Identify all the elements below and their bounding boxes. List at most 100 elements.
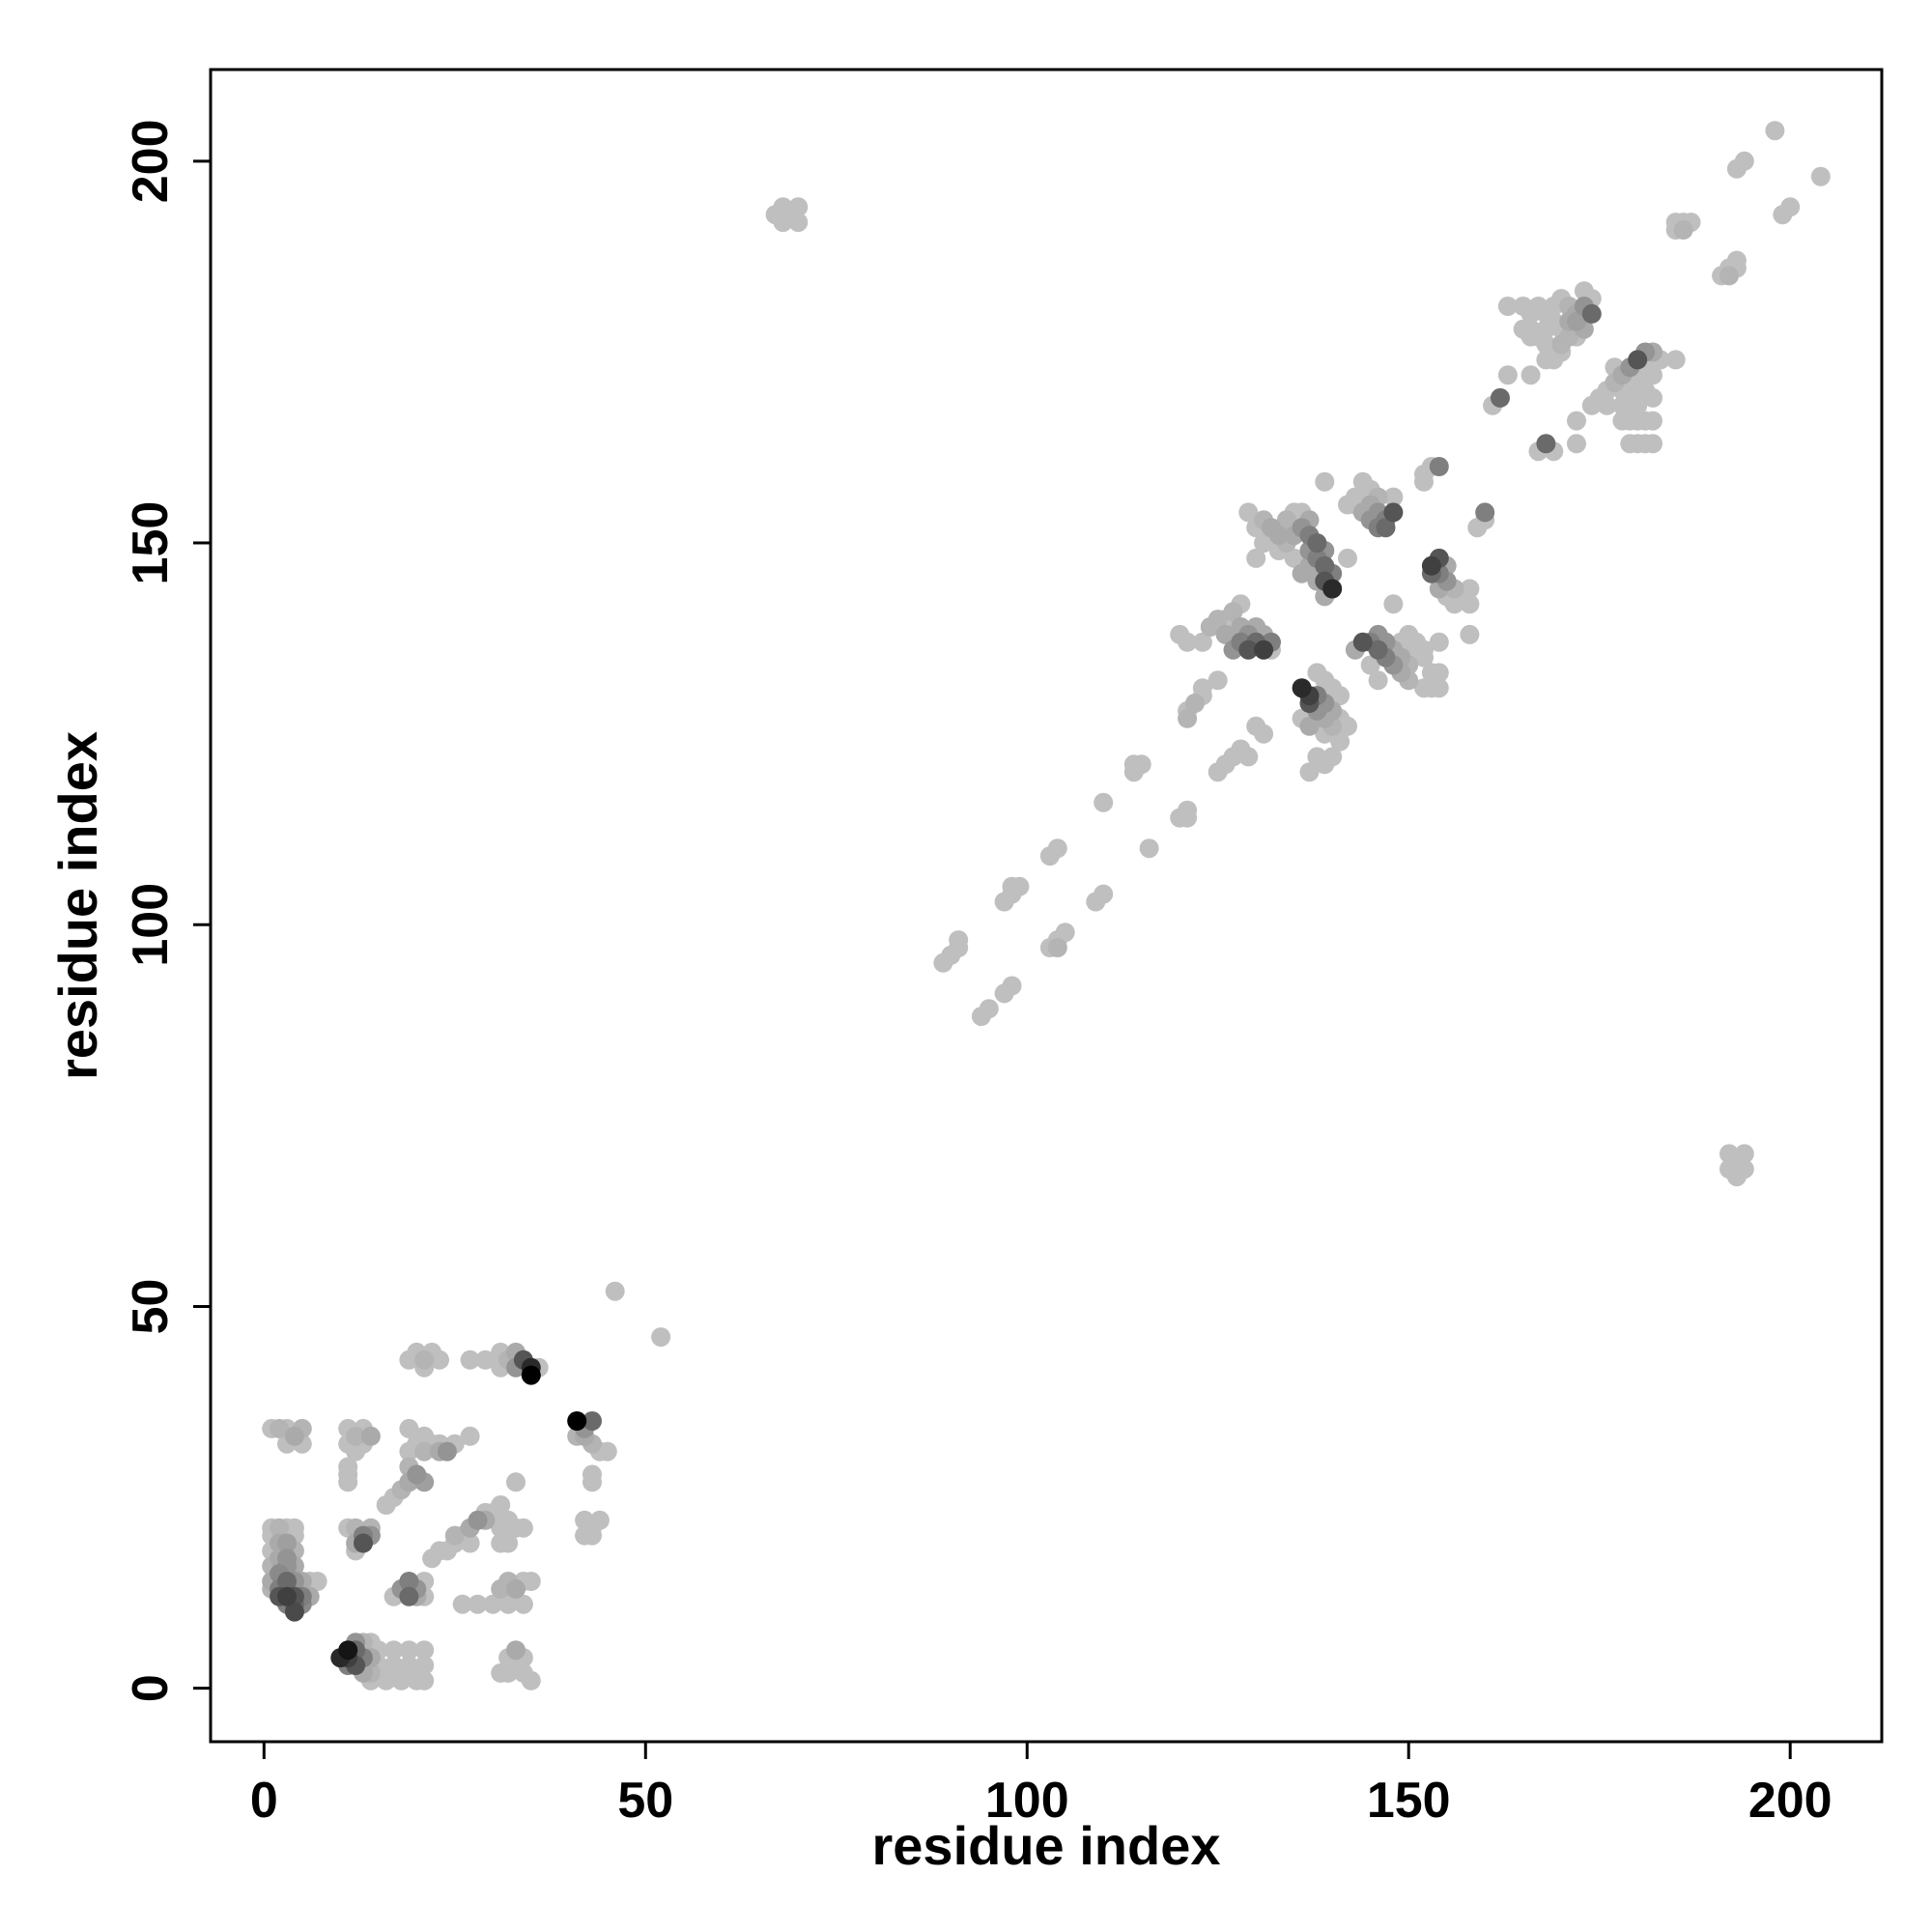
contact-point [391, 1670, 412, 1690]
contact-point [1330, 731, 1350, 752]
contact-point [430, 1350, 449, 1370]
contact-point [1643, 365, 1662, 385]
contact-point [1414, 471, 1434, 492]
y-tick-label: 50 [123, 1279, 179, 1335]
contact-point [1719, 1144, 1739, 1164]
contact-point [277, 1533, 297, 1553]
contact-point [1238, 747, 1259, 767]
contact-point [437, 1441, 457, 1462]
contact-point [1628, 350, 1648, 370]
contact-point [460, 1533, 480, 1553]
contact-point [1139, 838, 1159, 859]
contact-point [1491, 387, 1510, 408]
contact-point [414, 1426, 435, 1446]
contact-point [1719, 266, 1739, 286]
contact-point [506, 1640, 526, 1661]
contact-point [346, 1426, 366, 1446]
contact-point [399, 1418, 419, 1438]
y-tick-label: 100 [123, 883, 179, 967]
contact-point [491, 1495, 511, 1515]
contact-point [1284, 548, 1304, 568]
contact-point [1254, 639, 1274, 660]
contact-point [1643, 434, 1662, 454]
contact-point [284, 1602, 304, 1622]
contact-point [1276, 510, 1296, 530]
contact-point [1238, 639, 1259, 660]
contact-point [1567, 434, 1586, 454]
contact-point [788, 213, 809, 233]
contact-point [1352, 632, 1373, 652]
contact-point [1002, 976, 1022, 996]
contact-point [1185, 694, 1205, 713]
contact-point [1497, 297, 1518, 316]
contact-point [575, 1525, 595, 1546]
contact-point [521, 1572, 541, 1591]
plot-frame [209, 68, 1884, 1744]
contact-point [338, 1640, 358, 1661]
contact-point [979, 999, 999, 1019]
y-axis: 0 50 100 150 200 [123, 119, 211, 1702]
contact-point [1536, 434, 1556, 454]
contact-point [513, 1518, 533, 1538]
contact-point [475, 1350, 496, 1370]
contact-point [346, 1441, 366, 1462]
contact-point [360, 1426, 381, 1446]
contact-point [270, 1418, 290, 1438]
y-axis-title: residue index [47, 731, 108, 1080]
contact-point [1673, 220, 1693, 240]
contact-point [399, 1586, 419, 1606]
contact-point [277, 1586, 297, 1606]
contact-point [460, 1426, 480, 1446]
contact-point [589, 1510, 610, 1530]
contact-point [399, 1640, 419, 1661]
contact-point [1429, 663, 1449, 683]
contact-point [1597, 395, 1617, 415]
contact-point [582, 1411, 602, 1431]
contact-point [1322, 579, 1343, 599]
x-tick-label: 200 [1748, 1773, 1833, 1829]
x-axis-title: residue index [871, 1815, 1220, 1876]
contact-point [949, 930, 969, 951]
contact-point [1055, 923, 1075, 943]
contact-point [483, 1594, 503, 1614]
contact-point [444, 1525, 465, 1546]
contact-point [1178, 632, 1198, 652]
contact-point [1665, 350, 1686, 370]
contact-point [284, 1426, 304, 1446]
contact-point [1094, 884, 1114, 904]
contact-point [307, 1572, 327, 1591]
contact-point [1497, 365, 1518, 385]
contact-point [1460, 594, 1480, 614]
y-tick-label: 150 [123, 501, 179, 585]
y-tick-label: 200 [123, 119, 179, 203]
contact-point [521, 1365, 541, 1385]
contact-point [1299, 716, 1320, 736]
contact-point [1414, 639, 1434, 660]
contact-point [582, 1472, 602, 1492]
contact-point [1338, 548, 1357, 568]
contact-point [384, 1640, 404, 1661]
contact-point [1574, 281, 1594, 301]
contact-point [567, 1411, 587, 1431]
contact-point [1734, 151, 1754, 171]
contact-point [277, 1572, 297, 1591]
contact-point [1567, 311, 1586, 331]
contact-point [1268, 526, 1289, 546]
contact-point [1208, 610, 1228, 630]
contact-point [506, 1656, 526, 1675]
contact-point [1047, 838, 1067, 859]
contact-point [1215, 624, 1236, 644]
contact-point [460, 1350, 480, 1370]
contact-point [338, 1472, 358, 1492]
contact-point [414, 1441, 435, 1462]
contact-point [414, 1350, 435, 1370]
contact-point [605, 1281, 625, 1301]
contact-point [1643, 411, 1662, 431]
y-tick-label: 0 [123, 1674, 179, 1702]
contact-point [506, 1578, 526, 1599]
contact-point [1567, 411, 1586, 431]
contact-point [1628, 395, 1648, 415]
contact-point [1734, 1144, 1754, 1164]
contact-point [1254, 533, 1274, 554]
